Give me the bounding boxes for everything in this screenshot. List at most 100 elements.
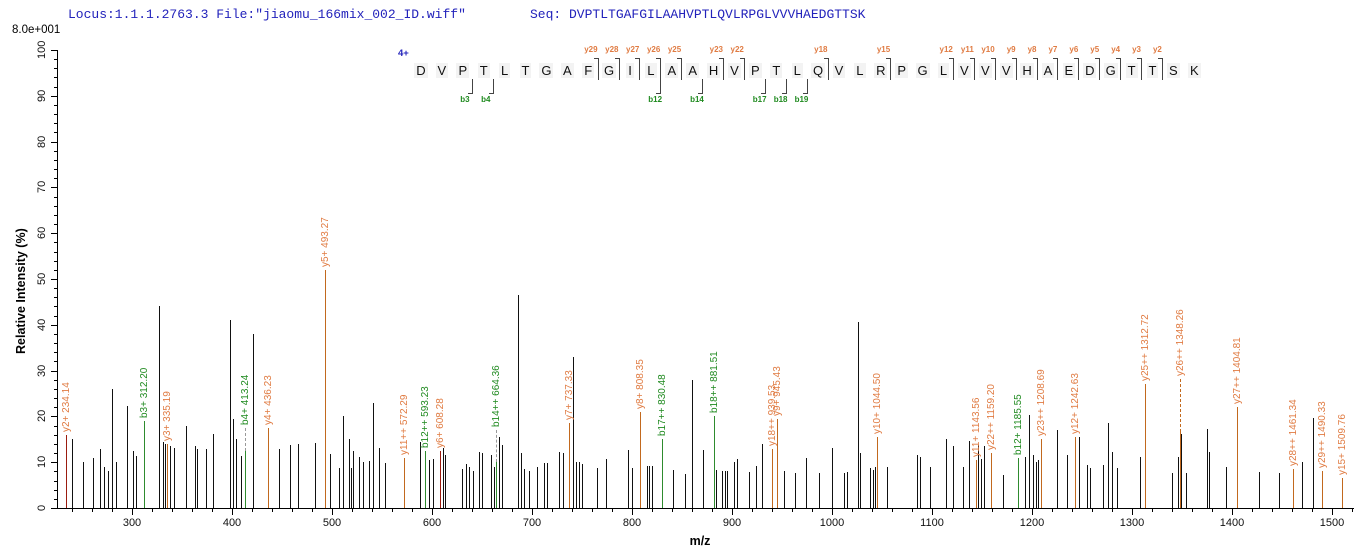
y-ion-label: y6	[1069, 45, 1079, 54]
y-ion-label: y27	[626, 45, 640, 54]
peak	[351, 468, 352, 508]
peak	[920, 457, 921, 508]
residue: V	[724, 63, 745, 79]
residue: R	[870, 63, 891, 79]
fragment-peak	[714, 416, 715, 508]
peak	[433, 459, 434, 508]
y-minor-tick	[54, 87, 57, 88]
y-ion-label: y3	[1132, 45, 1141, 54]
peak	[984, 446, 985, 508]
peak	[349, 439, 350, 508]
peak	[559, 452, 560, 508]
peak	[159, 306, 160, 508]
x-minor-tick	[952, 509, 953, 512]
x-minor-tick	[652, 509, 653, 512]
residue: K	[1184, 63, 1205, 79]
peak	[241, 456, 242, 508]
x-axis-line	[57, 508, 1354, 509]
peak	[547, 463, 548, 508]
y-minor-tick	[54, 215, 57, 216]
x-tick-label: 1500	[1319, 517, 1345, 529]
y-minor-tick	[54, 453, 57, 454]
y-ion-cleavage-mark	[823, 58, 829, 80]
y-ion-cleavage-mark	[990, 58, 996, 80]
residue: T	[766, 63, 787, 79]
residue-letter: H	[706, 63, 721, 78]
peak	[673, 470, 674, 508]
peak	[722, 471, 723, 508]
peak	[236, 439, 237, 508]
peak	[206, 449, 207, 508]
residue-letter: V	[832, 63, 846, 78]
x-minor-tick	[712, 509, 713, 512]
y-major-tick	[51, 416, 57, 417]
residue: A	[682, 63, 703, 79]
fragment-peak	[404, 458, 405, 508]
peak	[136, 456, 137, 508]
peak	[298, 444, 299, 508]
peak	[1302, 462, 1303, 508]
residue-letter: L	[791, 63, 803, 78]
peak	[195, 446, 196, 508]
residue-letter: V	[435, 63, 449, 78]
x-major-tick	[732, 509, 733, 515]
b-ion-cleavage-mark	[781, 79, 787, 94]
residue: T	[1121, 63, 1142, 79]
peak	[917, 455, 918, 508]
peak	[1029, 415, 1030, 508]
b-ion-label: b19	[794, 95, 809, 104]
residue-letter: R	[874, 63, 888, 78]
x-minor-tick	[572, 509, 573, 512]
fragment-peak	[1322, 471, 1323, 508]
x-minor-tick	[852, 509, 853, 512]
y-ion-label: y2	[1152, 45, 1162, 54]
y-minor-tick	[54, 132, 57, 133]
fragment-peak	[144, 421, 145, 508]
peak	[174, 448, 175, 508]
residue: V	[954, 63, 975, 79]
y-major-tick	[51, 96, 57, 97]
x-minor-tick	[352, 509, 353, 512]
y-minor-tick	[54, 435, 57, 436]
residue: A	[661, 63, 682, 79]
y-minor-tick	[54, 206, 57, 207]
residue-letter: L	[854, 63, 866, 78]
x-minor-tick	[472, 509, 473, 512]
y-minor-tick	[54, 114, 57, 115]
peak	[1279, 473, 1280, 508]
y-minor-tick	[54, 444, 57, 445]
peak	[93, 458, 94, 508]
fragment-peak	[877, 437, 878, 508]
peak	[482, 453, 483, 508]
y-ion-label: y18	[814, 45, 828, 54]
peak	[170, 446, 171, 508]
peak	[343, 416, 344, 508]
peak	[819, 473, 820, 508]
y-ion-label: y11	[960, 45, 974, 54]
peak	[518, 295, 519, 508]
peak	[363, 462, 364, 508]
residue-letter: L	[937, 63, 950, 78]
peak	[647, 466, 648, 508]
peak	[1226, 467, 1227, 508]
sequence-header-label: Seq: DVPTLTGAFGILAAHVPTLQVLRPGLVVVHAEDGT…	[530, 7, 866, 22]
fragment-peak	[325, 270, 326, 508]
peak	[163, 442, 164, 508]
y-ion-label: y26	[646, 45, 661, 54]
peak	[1067, 455, 1068, 508]
x-tick-label: 400	[222, 517, 242, 529]
peak	[727, 471, 728, 508]
peak	[844, 473, 845, 508]
x-major-tick	[232, 509, 233, 515]
peak	[491, 455, 492, 508]
peak	[279, 449, 280, 508]
y-axis-line	[57, 50, 58, 508]
residue-letter: A	[560, 63, 574, 78]
x-minor-tick	[392, 509, 393, 512]
peak	[1207, 429, 1208, 508]
b-ion-cleavage-mark	[802, 79, 808, 94]
peak	[703, 450, 704, 508]
peak	[860, 453, 861, 508]
peak	[100, 449, 101, 508]
y-ion-cleavage-mark	[969, 58, 975, 80]
